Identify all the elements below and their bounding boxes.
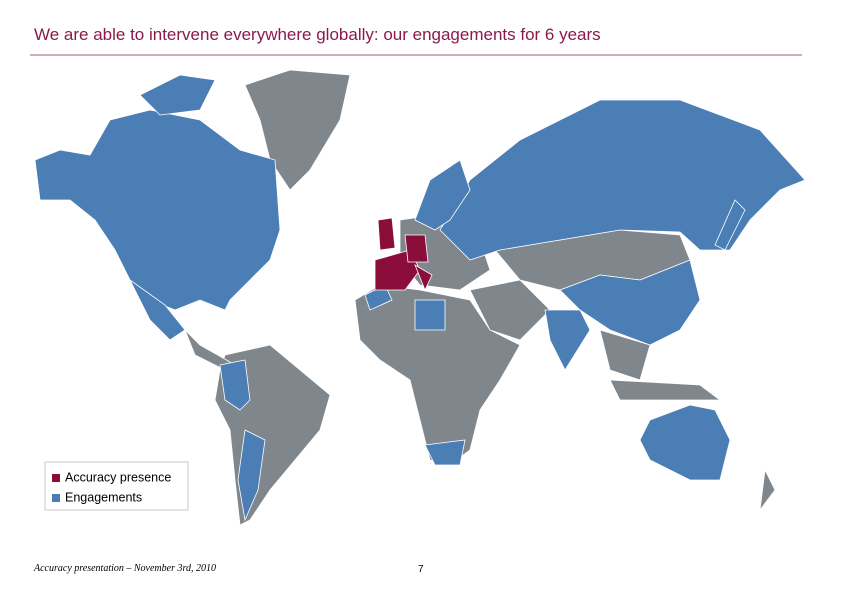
andean-countries bbox=[219, 359, 251, 411]
middle-east bbox=[469, 279, 551, 341]
japan bbox=[714, 199, 746, 251]
legend-box bbox=[44, 461, 189, 511]
argentina bbox=[237, 429, 266, 522]
germany bbox=[404, 234, 429, 263]
legend-swatch bbox=[52, 494, 60, 502]
africa bbox=[354, 284, 521, 466]
footer-text: Accuracy presentation – November 3rd, 20… bbox=[33, 563, 216, 574]
south-africa bbox=[424, 439, 466, 466]
indonesia bbox=[609, 379, 722, 401]
china bbox=[559, 259, 701, 346]
mexico bbox=[129, 279, 186, 341]
legend-label: Accuracy presence bbox=[65, 470, 171, 484]
italy bbox=[414, 264, 433, 292]
scandinavia bbox=[414, 159, 471, 231]
slide-title: We are able to intervene everywhere glob… bbox=[34, 25, 601, 44]
southeast-asia bbox=[599, 329, 651, 381]
arctic-islands bbox=[139, 74, 216, 116]
page-number: 7 bbox=[418, 564, 424, 575]
engagement-regions bbox=[34, 74, 806, 522]
legend: Accuracy presence Engagements bbox=[44, 461, 189, 511]
presence-regions bbox=[374, 217, 433, 292]
legend-label: Engagements bbox=[65, 490, 142, 504]
russia bbox=[439, 99, 806, 261]
libya bbox=[414, 299, 446, 331]
new-zealand bbox=[759, 468, 776, 512]
north-america bbox=[34, 109, 281, 311]
legend-swatch bbox=[52, 474, 60, 482]
india bbox=[544, 309, 591, 371]
world-map bbox=[34, 69, 806, 526]
australia bbox=[639, 404, 731, 481]
uk bbox=[377, 217, 396, 251]
